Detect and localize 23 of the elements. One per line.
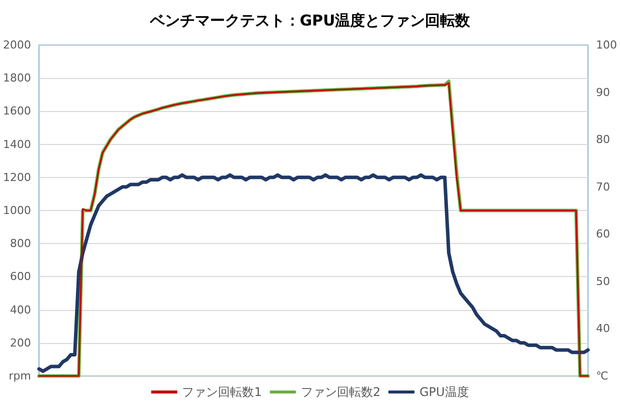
y-tick-label: 400	[10, 303, 31, 316]
y-tick-label: 1800	[2, 72, 31, 85]
y2-tick-label: ℃	[596, 370, 608, 382]
y2-tick-label: 40	[596, 322, 610, 336]
y-tick-label: rpm	[8, 370, 31, 382]
y2-tick-label: 100	[596, 38, 618, 52]
y-tick-label: 600	[10, 270, 31, 284]
y-tick-label: 1400	[2, 138, 31, 151]
y2-tick-label: 60	[596, 228, 610, 241]
legend-label: ファン回転数2	[300, 385, 380, 399]
legend-label: GPU温度	[419, 385, 469, 399]
y-tick-label: 1000	[2, 204, 31, 217]
y-tick-label: 2000	[2, 38, 31, 52]
legend-label: ファン回転数1	[182, 385, 262, 399]
y-tick-label: 1600	[2, 104, 31, 118]
y-tick-label: 1200	[2, 170, 31, 184]
chart-title: ベンチマークテスト：GPU温度とファン回転数	[148, 12, 472, 30]
y-tick-label: 800	[10, 237, 31, 250]
y2-tick-label: 70	[596, 180, 610, 194]
y2-tick-label: 50	[596, 274, 610, 288]
y2-tick-label: 90	[596, 86, 610, 99]
y2-tick-label: 80	[596, 133, 610, 146]
y-tick-label: 200	[10, 336, 31, 350]
